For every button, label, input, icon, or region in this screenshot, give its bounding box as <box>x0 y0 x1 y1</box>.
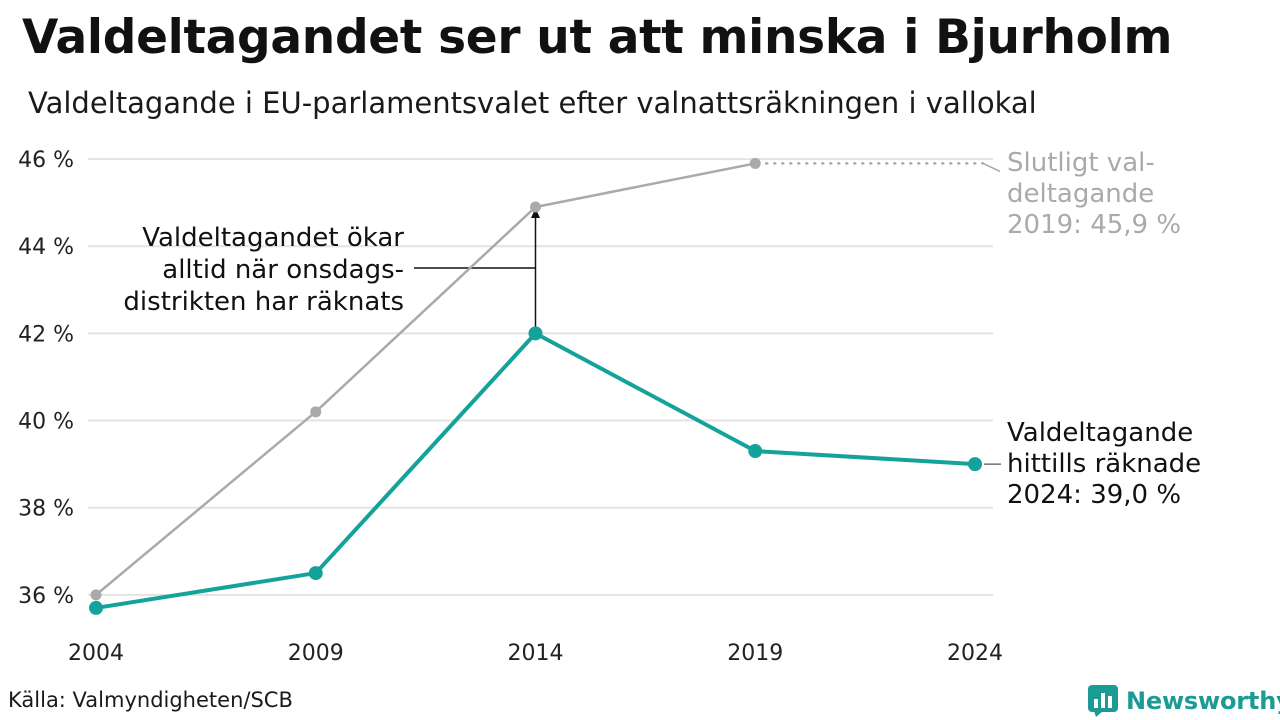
data-point-election_night <box>308 566 323 581</box>
annotation-line: alltid när onsdags- <box>162 255 404 285</box>
data-point-election_night <box>968 457 982 472</box>
chart-subtitle: Valdeltagande i EU-parlamentsvalet efter… <box>28 86 1037 120</box>
data-point-election_night <box>89 600 103 615</box>
final-2019-label: Slutligt val-deltagande 2019: 45,9 % <box>1007 148 1181 240</box>
data-point-final <box>530 201 541 213</box>
x-tick-label: 2009 <box>288 641 344 666</box>
chart-title: Valdeltagandet ser ut att minska i Bjurh… <box>22 10 1173 65</box>
x-tick-label: 2004 <box>68 641 124 666</box>
x-tick-label: 2019 <box>727 641 783 666</box>
line-chart: 36 % 38 % 40 % 42 % 44 % 46 % 2004 2009 2014 201… <box>18 148 1201 666</box>
y-tick-label: 46 % <box>18 148 74 173</box>
y-tick-label: 40 % <box>18 410 74 435</box>
series-line-final <box>95 162 756 596</box>
annotation-line: deltagande <box>1007 179 1154 209</box>
data-point-final <box>310 406 322 418</box>
x-tick-label: 2024 <box>947 641 1003 666</box>
y-tick-label: 42 % <box>18 322 74 347</box>
annotation-line: 2019: 45,9 % <box>1007 210 1181 240</box>
gridlines <box>88 158 993 596</box>
source-note: Källa: Valmyndigheten/SCB <box>8 688 293 712</box>
annotation-line: Valdeltagandet ökar <box>142 223 404 253</box>
data-point-election_night <box>748 444 763 459</box>
annotation-line: Slutligt val- <box>1007 148 1155 178</box>
bar-chart-logo-icon <box>1088 685 1118 717</box>
data-point-final <box>749 157 761 169</box>
annotation-line: 2024: 39,0 % <box>1007 480 1181 510</box>
y-tick-label: 38 % <box>18 497 74 522</box>
final-2019-connector <box>982 162 1001 173</box>
brand-name: Newsworthy <box>1126 687 1280 715</box>
y-tick-label: 44 % <box>18 235 74 260</box>
data-series <box>89 157 982 615</box>
y-tick-label: 36 % <box>18 584 74 609</box>
annotation-line: distrikten har räknats <box>123 287 404 317</box>
annotation-line: Valdeltagande <box>1007 418 1193 448</box>
brand-logo: Newsworthy <box>1088 684 1280 718</box>
x-tick-label: 2014 <box>508 641 564 666</box>
x-axis-tick-labels: 2004 2009 2014 2019 2024 <box>68 641 1003 666</box>
data-point-final <box>90 589 102 601</box>
increase-arrow-head <box>531 208 540 219</box>
annotation-line: hittills räknade <box>1007 449 1201 479</box>
data-point-election_night <box>528 326 543 341</box>
current-2024-label: Valdeltagande hittills räknade 2024: 39,0 … <box>1007 418 1201 510</box>
series-line-election_night <box>95 331 976 610</box>
increase-annotation: Valdeltagandet ökar alltid när onsdags-di… <box>123 223 404 317</box>
annotations: Valdeltagandet ökar alltid när onsdags-di… <box>123 148 1201 510</box>
y-axis-tick-labels: 36 % 38 % 40 % 42 % 44 % 46 % <box>18 148 74 609</box>
